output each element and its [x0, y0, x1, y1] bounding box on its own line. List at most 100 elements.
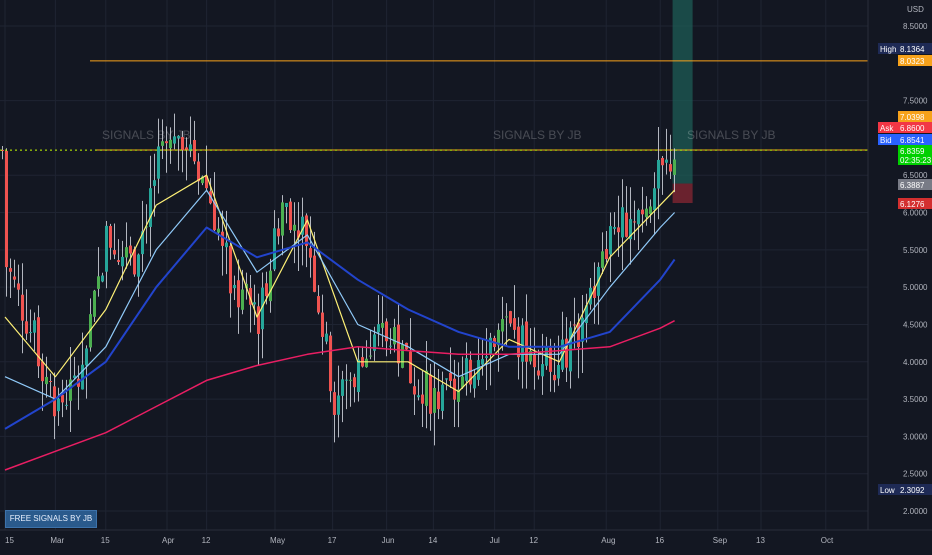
candle-body: [85, 348, 88, 366]
price-tag-value-bg: [898, 43, 932, 54]
loss-zone[interactable]: [672, 183, 693, 204]
candle-body: [521, 325, 524, 362]
candle-body: [113, 250, 116, 255]
free-signals-button[interactable]: FREE SIGNALS BY JB: [5, 510, 97, 528]
candle-body: [445, 378, 448, 380]
candle-body: [129, 245, 132, 254]
price-tag: High 8.1364: [878, 43, 932, 54]
candle-body: [377, 324, 380, 333]
moving-average-line-4: [4, 320, 675, 471]
candle-body: [389, 345, 392, 347]
price-tag: Ask 6.8600: [878, 122, 932, 133]
candle-body: [177, 135, 180, 139]
candle-body: [373, 334, 376, 351]
price-tag-value-bg: [898, 145, 932, 156]
candle-body: [517, 326, 520, 358]
candle-body: [417, 395, 420, 398]
candle-body: [61, 394, 64, 403]
candle-body: [617, 227, 620, 233]
price-tag-value: 6.8359: [900, 147, 925, 156]
candle-body: [1, 149, 4, 152]
candle-body: [413, 386, 416, 395]
candle-body: [309, 248, 312, 258]
price-tag-value: 7.0398: [900, 113, 925, 122]
candle-body: [101, 275, 104, 282]
candle-body: [513, 318, 516, 330]
position-tool[interactable]: [672, 0, 693, 204]
candle-body: [249, 288, 252, 305]
candle-body: [441, 384, 444, 411]
candle-body: [261, 287, 264, 330]
candle-body: [149, 188, 152, 227]
candle-body: [461, 376, 464, 388]
candle-body: [645, 208, 648, 218]
time-tick-label: 17: [328, 536, 337, 545]
candle-body: [65, 404, 68, 406]
candle-body: [317, 296, 320, 313]
candle-body: [109, 225, 112, 248]
candle-body: [429, 374, 432, 414]
price-tag: 6.3887: [898, 179, 932, 190]
candle-body: [9, 268, 12, 272]
time-axis[interactable]: 15 Mar 15 Apr 12 May 17 Jun 14 Jul 12 Aug 16 Sep 13 Oct: [5, 536, 834, 545]
candle-body: [125, 247, 128, 258]
candle-body: [145, 226, 148, 228]
watermark-2: SIGNALS BY JB: [493, 128, 581, 142]
time-tick-label: Jul: [490, 536, 500, 545]
candle-body: [593, 286, 596, 298]
candle-body: [565, 338, 568, 368]
price-tag-value-bg: [898, 198, 932, 209]
time-tick-label: Oct: [821, 536, 834, 545]
candle-body: [233, 284, 236, 289]
candle-body: [281, 202, 284, 236]
candle-body: [409, 351, 412, 384]
candle-body: [313, 255, 316, 292]
time-tick-label: 15: [5, 536, 14, 545]
candle-body: [265, 283, 268, 297]
candle-body: [581, 317, 584, 342]
time-tick-label: 13: [756, 536, 765, 545]
price-tag-value: 6.8600: [900, 124, 925, 133]
candle-body: [57, 398, 60, 412]
candle-body: [69, 379, 72, 401]
currency-label: USD: [907, 5, 924, 14]
candle-body: [353, 377, 356, 388]
candle-body: [509, 311, 512, 324]
price-tag-prefix-bg: [878, 484, 898, 495]
candle-body: [181, 137, 184, 151]
time-tick-label: 16: [655, 536, 664, 545]
price-tag: 7.0398: [898, 111, 932, 122]
candle-body: [121, 256, 124, 267]
candle-body: [385, 321, 388, 342]
candle-body: [425, 370, 428, 406]
time-tick-label: 12: [529, 536, 538, 545]
candle-body: [133, 249, 136, 275]
candle-body: [637, 210, 640, 225]
time-tick-label: 12: [202, 536, 211, 545]
candle-body: [33, 320, 36, 333]
candle-body: [189, 144, 192, 152]
candle-body: [21, 294, 24, 321]
candle-body: [49, 381, 52, 383]
profit-zone[interactable]: [672, 0, 693, 184]
price-axis[interactable]: 8.5000 7.5000 6.5000 6.0000 5.5000 5.0000 4.50…: [903, 22, 928, 516]
price-tag: 02:35:23: [898, 154, 932, 165]
candle-body: [633, 221, 636, 223]
candle-body: [225, 242, 228, 248]
candle-body: [657, 159, 660, 189]
candle-body: [333, 392, 336, 415]
candle-body: [469, 359, 472, 385]
candle-body: [81, 364, 84, 390]
price-tick-label: 2.5000: [903, 470, 928, 479]
candle-body: [253, 302, 256, 305]
candle-body: [105, 225, 108, 272]
candle-body: [137, 254, 140, 277]
candle-body: [117, 260, 120, 262]
candle-body: [269, 270, 272, 302]
candle-body: [433, 387, 436, 413]
candle-body: [653, 188, 656, 211]
time-tick-label: May: [270, 536, 285, 545]
candle-body: [449, 372, 452, 381]
